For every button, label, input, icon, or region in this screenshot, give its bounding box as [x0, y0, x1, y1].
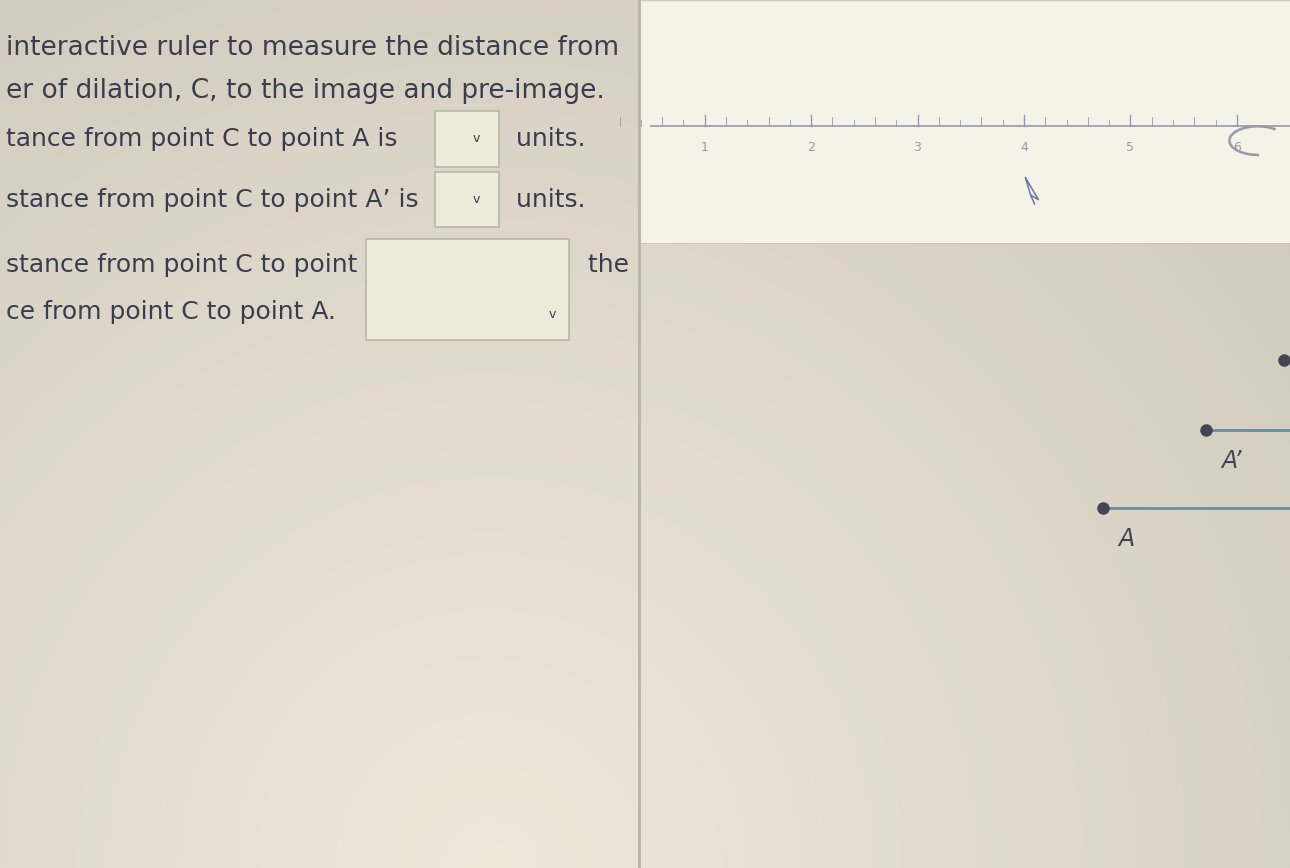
Ellipse shape — [26, 399, 955, 868]
Text: 6: 6 — [1233, 141, 1241, 155]
Text: stance from point C to point A’ is: stance from point C to point A’ is — [6, 187, 419, 212]
Text: 3: 3 — [913, 141, 921, 155]
Ellipse shape — [310, 686, 671, 868]
Ellipse shape — [387, 764, 593, 868]
Ellipse shape — [361, 738, 619, 868]
Ellipse shape — [0, 373, 980, 868]
Text: the: the — [580, 253, 630, 277]
Ellipse shape — [52, 425, 929, 868]
Ellipse shape — [181, 556, 800, 868]
FancyBboxPatch shape — [435, 172, 499, 227]
Bar — [639, 0, 1290, 243]
Ellipse shape — [232, 608, 748, 868]
Ellipse shape — [0, 295, 1058, 868]
Text: v: v — [472, 133, 480, 145]
FancyBboxPatch shape — [366, 239, 569, 340]
Ellipse shape — [413, 790, 568, 868]
Ellipse shape — [258, 634, 722, 868]
Ellipse shape — [103, 477, 877, 868]
Text: 4: 4 — [1020, 141, 1028, 155]
Ellipse shape — [0, 165, 1187, 868]
Ellipse shape — [206, 582, 774, 868]
Text: units.: units. — [508, 187, 586, 212]
Text: 1: 1 — [700, 141, 708, 155]
Ellipse shape — [335, 712, 645, 868]
Ellipse shape — [155, 529, 826, 868]
Ellipse shape — [0, 347, 1006, 868]
Text: 2: 2 — [808, 141, 815, 155]
Ellipse shape — [0, 139, 1213, 868]
Text: A’: A’ — [1222, 449, 1242, 473]
Ellipse shape — [0, 243, 1109, 868]
Bar — [0, 0, 639, 868]
Text: 5: 5 — [1126, 141, 1134, 155]
Ellipse shape — [0, 61, 1290, 868]
Text: er of dilation, C, to the image and pre-image.: er of dilation, C, to the image and pre-… — [6, 78, 605, 104]
Ellipse shape — [0, 269, 1084, 868]
Bar — [639, 0, 1290, 868]
Ellipse shape — [0, 87, 1264, 868]
Ellipse shape — [0, 35, 1290, 868]
Ellipse shape — [129, 503, 851, 868]
Ellipse shape — [0, 113, 1238, 868]
Text: ce from point C to point A.: ce from point C to point A. — [6, 300, 337, 325]
FancyBboxPatch shape — [435, 111, 499, 167]
Text: v: v — [472, 194, 480, 206]
Ellipse shape — [464, 842, 516, 868]
Text: interactive ruler to measure the distance from: interactive ruler to measure the distanc… — [6, 35, 619, 61]
Ellipse shape — [0, 321, 1032, 868]
Text: A: A — [1118, 527, 1135, 551]
Ellipse shape — [77, 451, 903, 868]
Text: v: v — [548, 308, 556, 321]
Text: tance from point C to point A is: tance from point C to point A is — [6, 127, 397, 151]
Text: units.: units. — [508, 127, 586, 151]
Ellipse shape — [0, 191, 1161, 868]
Ellipse shape — [0, 9, 1290, 868]
Text: stance from point C to point A’ is: stance from point C to point A’ is — [6, 253, 419, 277]
Ellipse shape — [439, 816, 542, 868]
Ellipse shape — [0, 217, 1135, 868]
Ellipse shape — [284, 660, 697, 868]
